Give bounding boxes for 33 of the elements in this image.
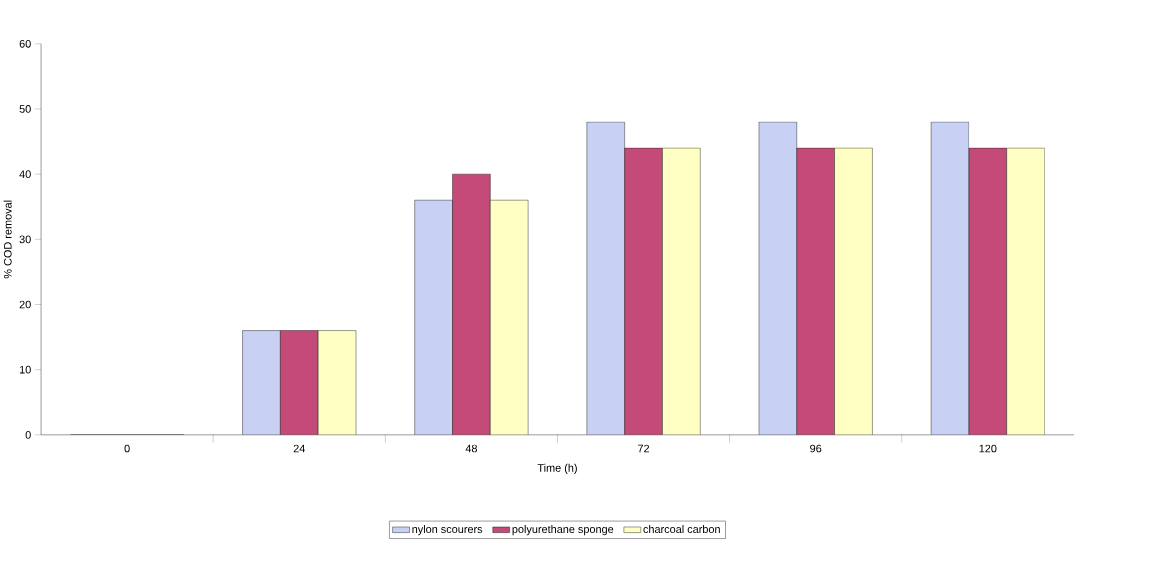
bar	[318, 330, 356, 435]
legend-label: charcoal carbon	[643, 524, 720, 533]
y-tick-label: 10	[19, 365, 31, 374]
x-tick-label: 48	[465, 444, 477, 453]
y-tick-label: 0	[25, 430, 31, 439]
bar	[758, 121, 797, 435]
y-tick-label: 50	[19, 105, 31, 113]
x-tick-label: 96	[810, 444, 822, 453]
bar	[968, 147, 1007, 435]
bar	[624, 148, 663, 435]
bar	[242, 330, 281, 435]
bar	[834, 148, 873, 435]
bar	[586, 121, 625, 435]
y-tick-label: 60	[19, 39, 31, 48]
bar	[930, 121, 970, 435]
x-tick-label: 24	[293, 444, 305, 453]
bar	[662, 148, 701, 435]
x-tick-label: 72	[638, 444, 650, 453]
bar	[796, 148, 835, 435]
x-axis-title: Time (h)	[537, 463, 577, 474]
y-tick-label: 40	[19, 170, 31, 178]
bar	[414, 200, 453, 435]
y-tick-label: 30	[19, 235, 31, 244]
y-axis-title: % COD removal	[3, 200, 12, 279]
bar	[280, 330, 319, 435]
x-tick-label: 0	[124, 444, 130, 453]
legend-label: nylon scourers	[412, 524, 483, 536]
bar	[452, 174, 491, 435]
bar	[1006, 147, 1045, 435]
y-tick-label: 20	[19, 300, 31, 309]
x-tick-label: 120	[979, 444, 997, 453]
legend-label: polyurethane sponge	[512, 524, 614, 536]
bar	[490, 200, 529, 435]
